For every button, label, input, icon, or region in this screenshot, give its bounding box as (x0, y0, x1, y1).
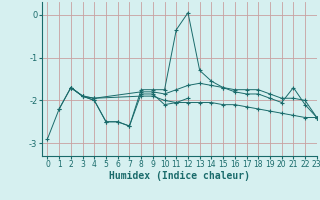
X-axis label: Humidex (Indice chaleur): Humidex (Indice chaleur) (109, 171, 250, 181)
